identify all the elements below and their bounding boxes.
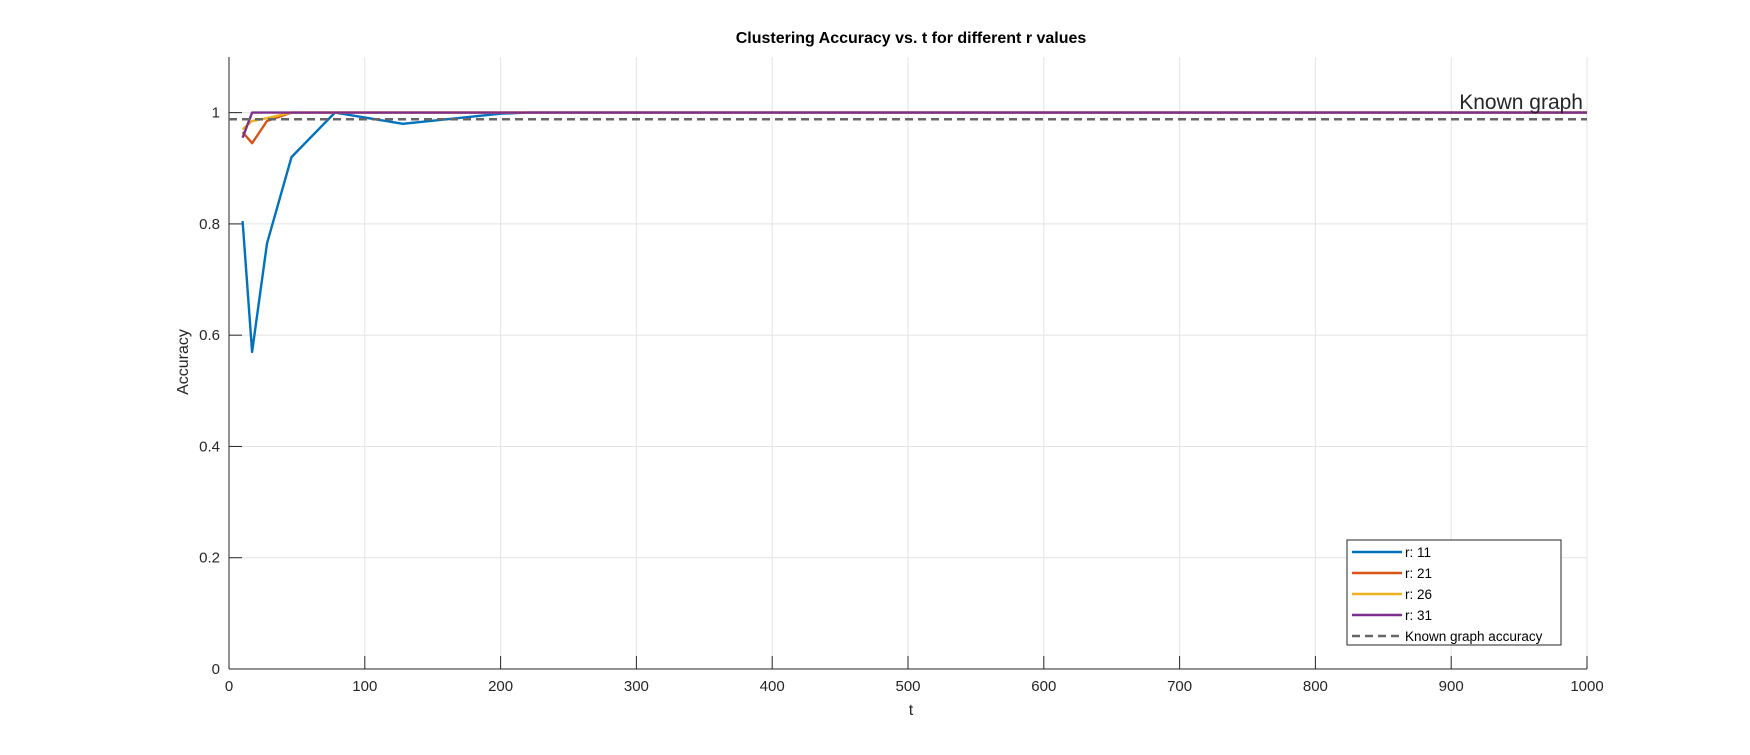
series-line-3	[241, 111, 1587, 131]
legend-label-1: r: 11	[1405, 545, 1431, 560]
y-tick-label: 0	[212, 661, 220, 678]
y-tick-label: 0.2	[199, 550, 220, 567]
x-tick-label: 800	[1303, 678, 1328, 695]
grid-layer	[229, 57, 1588, 669]
series-line-1	[241, 111, 1587, 354]
x-tick-label: 500	[895, 678, 920, 695]
y-tick-label: 0.8	[199, 216, 220, 233]
x-tick-label: 600	[1031, 678, 1056, 695]
y-tick-label: 0.4	[199, 438, 220, 455]
legend-label-2: r: 21	[1405, 566, 1432, 581]
y-tick-label: 0.6	[199, 327, 220, 344]
legend-box	[1346, 539, 1562, 646]
series-layer	[229, 111, 1587, 354]
x-tick-label: 700	[1167, 678, 1192, 695]
legend-label-5: Known graph accuracy	[1405, 629, 1543, 644]
annotation-known-graph: Known graph	[1459, 91, 1583, 114]
x-tick-label: 1000	[1570, 678, 1603, 695]
axes-layer: 0 100 200 300 400 500 600 700 800 900 1000 0 0.2 0.4 0…	[199, 57, 1604, 695]
x-tick-label: 900	[1439, 678, 1464, 695]
legend-label-3: r: 26	[1405, 587, 1432, 602]
y-tick-label: 1	[212, 105, 220, 122]
chart-title: Clustering Accuracy vs. t for different …	[736, 30, 1087, 47]
x-tick-label: 200	[488, 678, 513, 695]
x-tick-label: 300	[624, 678, 649, 695]
x-tick-label: 0	[225, 678, 233, 695]
series-line-4	[241, 111, 1587, 139]
legend-label-4: r: 31	[1405, 608, 1432, 623]
x-tick-label: 400	[760, 678, 785, 695]
label-layer: Clustering Accuracy vs. t for different …	[175, 30, 1583, 719]
series-line-2	[241, 111, 1587, 145]
x-axis-label: t	[909, 702, 914, 719]
x-tick-label: 100	[352, 678, 377, 695]
y-axis-label: Accuracy	[175, 329, 192, 395]
legend: r: 11 r: 21 r: 26 r: 31 Known graph accuracy	[1346, 539, 1562, 646]
